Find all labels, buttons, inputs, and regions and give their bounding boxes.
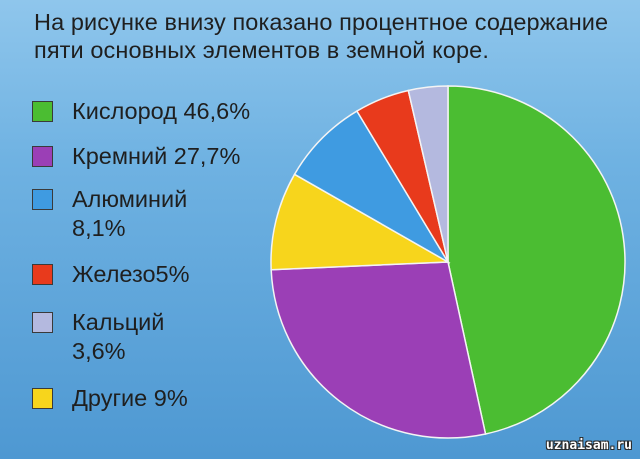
pie-slice-5 bbox=[270, 173, 451, 271]
pie-slice-4 bbox=[407, 85, 449, 263]
legend-swatch bbox=[32, 101, 53, 122]
legend-swatch bbox=[32, 146, 53, 167]
pie-slice-1 bbox=[270, 261, 487, 439]
legend-label: Железо5% bbox=[72, 261, 190, 287]
legend-swatch bbox=[32, 388, 53, 409]
pie-slice-0 bbox=[447, 85, 626, 435]
legend-label: Другие 9% bbox=[72, 385, 188, 411]
legend-swatch bbox=[32, 264, 53, 285]
legend-swatch bbox=[32, 189, 53, 210]
watermark: uznaisam.ru bbox=[545, 438, 632, 453]
chart-title: На рисунке внизу показано процентное сод… bbox=[34, 9, 609, 63]
legend-label: Алюминий 8,1% bbox=[72, 186, 188, 241]
legend: Кислород 46,6% Кремний 27,7% Алюминий 8,1%… bbox=[0, 0, 300, 459]
legend-label: Кремний 27,7% bbox=[72, 143, 241, 169]
legend-swatch bbox=[32, 312, 53, 333]
legend-label: Кислород 46,6% bbox=[72, 98, 251, 124]
pie-slice-2 bbox=[293, 110, 451, 265]
legend-label: Кальций 3,6% bbox=[72, 309, 165, 364]
